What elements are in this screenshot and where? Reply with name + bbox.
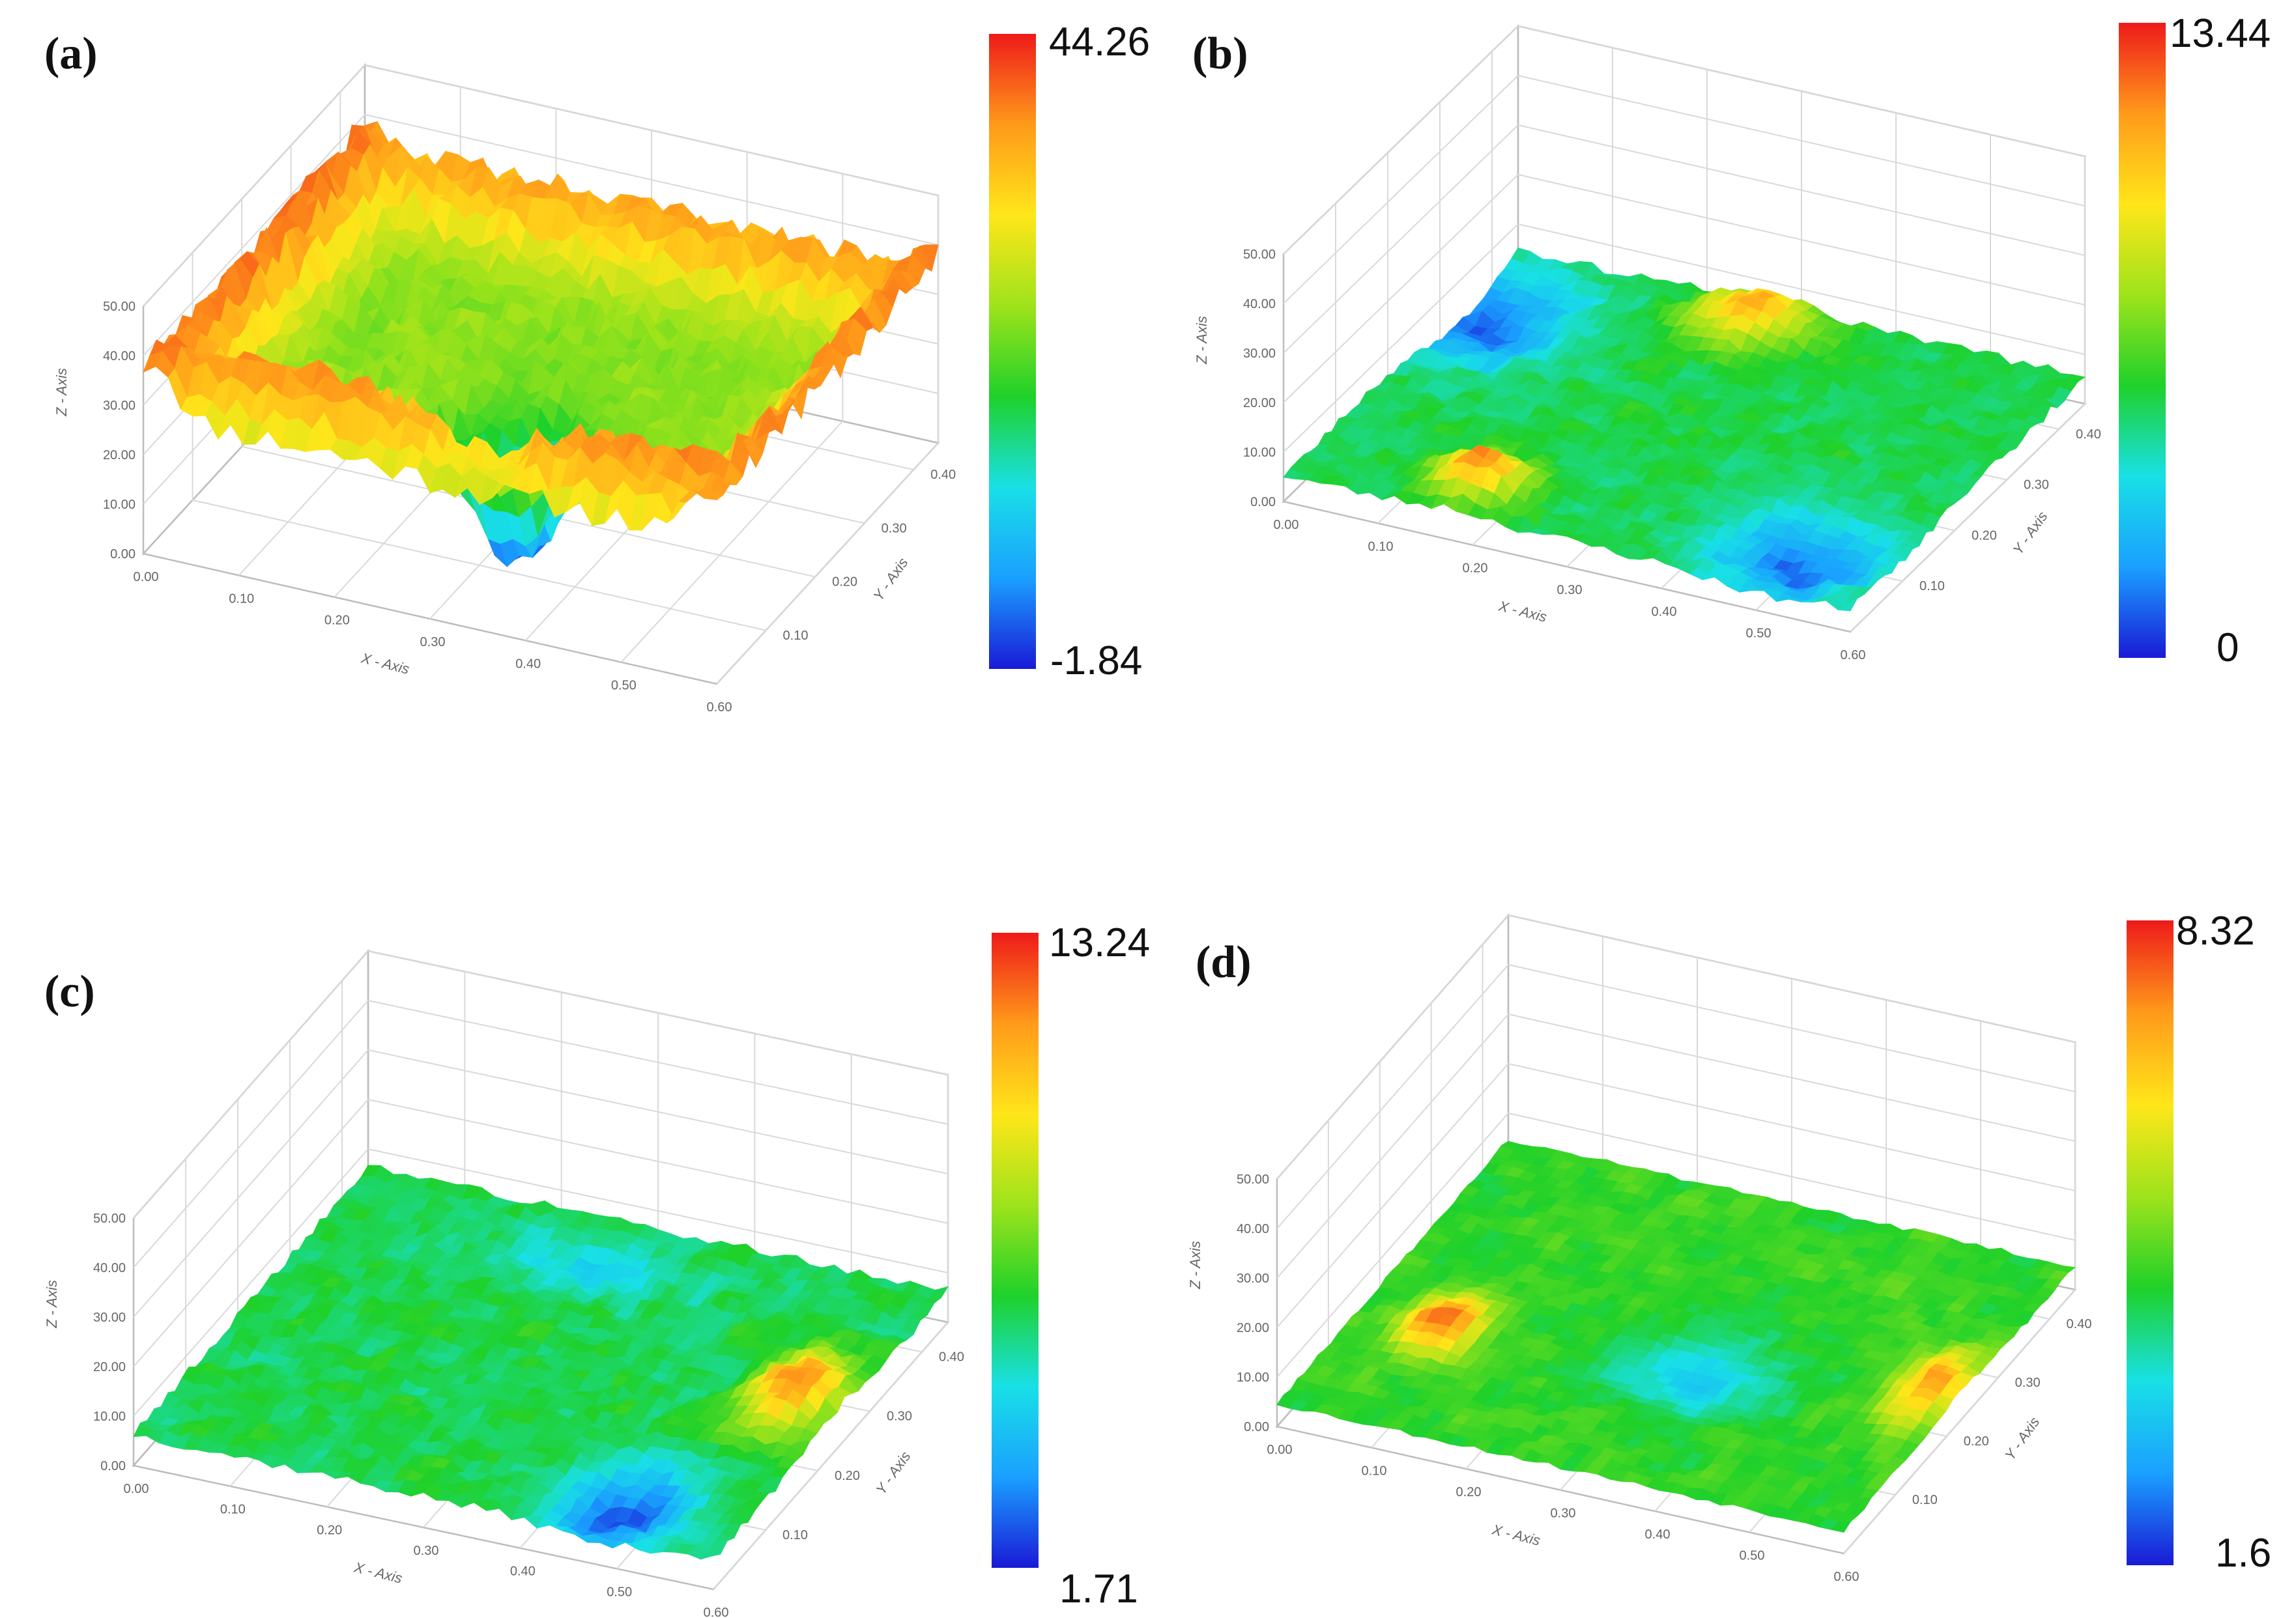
panel-c: 0.00 10.00 20.00 30.00 40.00 50.00 0.00 0.10 0.2… xyxy=(44,920,1150,1618)
z-tick-label: 20.00 xyxy=(1243,396,1276,410)
z-tick-label: 10.00 xyxy=(103,498,136,512)
colorbar-min-label: 1.71 xyxy=(1059,1567,1138,1611)
z-tick-label: 40.00 xyxy=(1243,297,1276,311)
panel-label: (b) xyxy=(1192,29,1248,79)
x-tick-label: 0.40 xyxy=(510,1565,536,1579)
panel-b: 0.00 10.00 20.00 30.00 40.00 50.00 0.00 0.10 0.2… xyxy=(1192,11,2271,670)
y-tick-label: 0.20 xyxy=(1972,528,1997,543)
panel-label: (c) xyxy=(44,967,95,1017)
colorbar: 44.26 -1.84 xyxy=(989,20,1150,683)
z-tick-label: 40.00 xyxy=(103,349,136,363)
x-tick-label: 0.20 xyxy=(324,614,350,628)
z-tick-label: 20.00 xyxy=(103,448,136,462)
z-axis-title: Z - Axis xyxy=(44,1280,60,1329)
y-tick-label: 0.10 xyxy=(1919,579,1945,593)
z-tick-label: 40.00 xyxy=(93,1261,126,1275)
z-tick-label: 50.00 xyxy=(1243,248,1276,262)
surface xyxy=(133,1165,949,1560)
colorbar-max-label: 13.24 xyxy=(1049,920,1150,965)
x-tick-label: 0.00 xyxy=(124,1482,149,1496)
x-tick-label: 0.60 xyxy=(1841,648,1866,662)
x-gridline xyxy=(716,195,939,685)
y-tick-label: 0.20 xyxy=(832,575,857,589)
x-axis-title: X - Axis xyxy=(1497,597,1549,625)
x-axis-title: X - Axis xyxy=(359,649,411,677)
z-tick-label: 50.00 xyxy=(93,1212,126,1226)
x-tick-label: 0.00 xyxy=(1274,518,1299,532)
x-tick-label: 0.10 xyxy=(220,1503,246,1517)
x-tick-label: 0.50 xyxy=(611,679,637,693)
y-tick-label: 0.30 xyxy=(882,521,907,535)
y-axis-title: Y - Axis xyxy=(870,554,911,603)
surface xyxy=(1276,1141,2076,1533)
y-tick-label: 0.10 xyxy=(782,1528,808,1542)
y-tick-label: 0.40 xyxy=(930,468,956,482)
x-tick-label: 0.10 xyxy=(1368,539,1394,554)
x-tick-label: 0.10 xyxy=(229,591,254,606)
z-gridline xyxy=(1283,25,2086,255)
x-axis-title: X - Axis xyxy=(352,1559,404,1587)
z-gridline xyxy=(1283,74,2086,304)
x-tick-label: 0.60 xyxy=(707,700,732,715)
colorbar-max-label: 44.26 xyxy=(1049,20,1150,64)
colorbar: 13.24 1.71 xyxy=(992,920,1150,1611)
x-tick-label: 0.30 xyxy=(1557,583,1583,597)
z-tick-label: 0.00 xyxy=(1250,495,1276,509)
z-tick-label: 0.00 xyxy=(100,1459,126,1473)
z-axis-title: Z - Axis xyxy=(1194,316,1210,365)
x-tick-label: 0.50 xyxy=(607,1585,632,1599)
surface xyxy=(143,121,939,568)
x-tick-label: 0.40 xyxy=(1652,604,1677,619)
z-tick-label: 30.00 xyxy=(1243,347,1276,361)
surface xyxy=(1283,247,2086,612)
y-tick-label: 0.40 xyxy=(2076,427,2101,442)
z-tick-label: 0.00 xyxy=(110,547,136,561)
z-tick-label: 30.00 xyxy=(103,399,136,413)
x-tick-label: 0.40 xyxy=(515,657,541,671)
x-tick-label: 0.30 xyxy=(420,635,446,649)
panel-label: (a) xyxy=(44,29,98,79)
y-tick-label: 0.10 xyxy=(783,629,809,643)
z-tick-label: 10.00 xyxy=(1243,446,1276,460)
z-tick-label: 10.00 xyxy=(93,1410,126,1424)
x-tick-label: 0.20 xyxy=(317,1523,342,1537)
y-tick-label: 0.40 xyxy=(939,1350,964,1365)
y-axis-title: Y - Axis xyxy=(872,1448,913,1497)
z-tick-label: 50.00 xyxy=(103,300,136,314)
x-tick-label: 0.20 xyxy=(1463,561,1488,576)
y-axis-title: Y - Axis xyxy=(2009,508,2050,557)
y-tick-label: 0.30 xyxy=(887,1410,912,1424)
colorbar-max-label: 13.44 xyxy=(2170,11,2271,56)
colorbar-gradient xyxy=(989,34,1036,669)
y-tick-label: 0.30 xyxy=(2024,478,2049,492)
panel-d: 0.0010.0020.0030.0040.0050.000.000.100.2… xyxy=(1187,909,2271,1584)
z-tick-label: 20.00 xyxy=(93,1360,126,1374)
colorbar-min-label: 0 xyxy=(2217,625,2239,670)
colorbar: 13.44 0 xyxy=(2119,11,2271,670)
colorbar-gradient xyxy=(2119,23,2166,658)
x-tick-label: 0.60 xyxy=(704,1606,729,1618)
z-axis-title: Z - Axis xyxy=(53,368,70,417)
colorbar-min-label: -1.84 xyxy=(1050,638,1142,683)
x-tick-label: 0.00 xyxy=(134,570,159,584)
colorbar-gradient xyxy=(992,933,1039,1568)
z-gridline xyxy=(1276,914,2076,1180)
x-tick-label: 0.50 xyxy=(1746,627,1772,641)
panel-a: 0.00 10.00 20.00 30.00 40.00 50.00 0.00 0.10 0.2… xyxy=(44,20,1150,715)
z-tick-label: 30.00 xyxy=(93,1311,126,1325)
x-tick-label: 0.30 xyxy=(414,1544,439,1558)
y-tick-label: 0.20 xyxy=(835,1469,860,1483)
